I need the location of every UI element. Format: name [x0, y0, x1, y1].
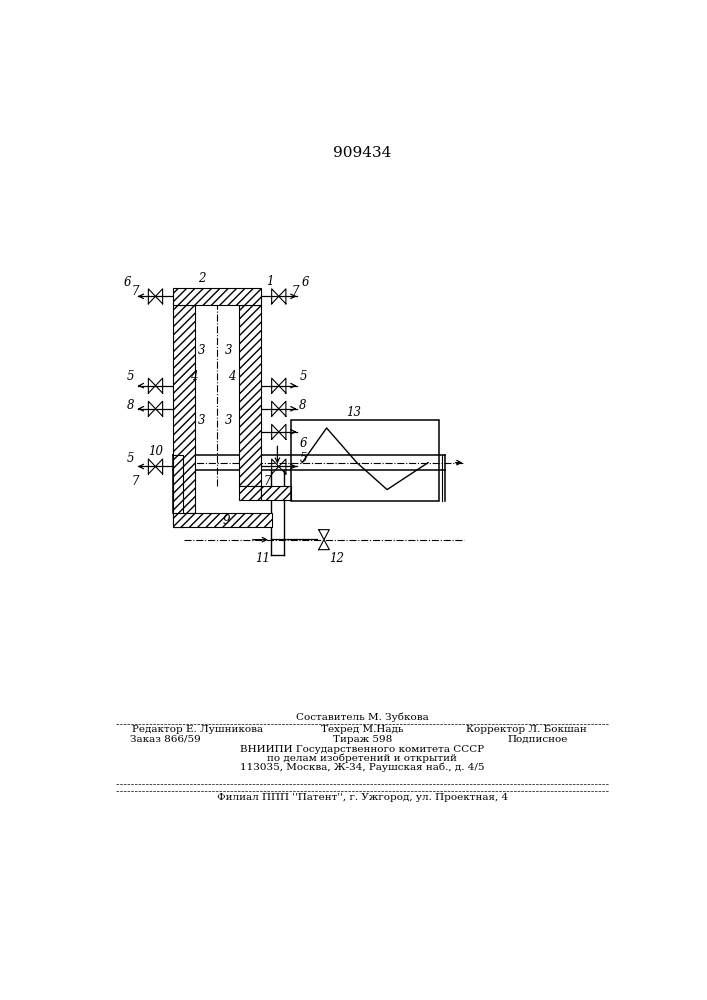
Text: 7: 7 [131, 475, 139, 488]
Text: 3: 3 [198, 414, 206, 427]
Text: 5: 5 [299, 452, 307, 465]
Text: 8: 8 [299, 399, 307, 412]
Text: по делам изобретений и открытий: по делам изобретений и открытий [267, 754, 457, 763]
Polygon shape [239, 486, 261, 500]
Text: 4: 4 [228, 370, 235, 383]
Text: 5: 5 [127, 370, 134, 383]
Text: 10: 10 [148, 445, 163, 458]
Polygon shape [173, 288, 261, 305]
Text: Редактор Е. Лушникова: Редактор Е. Лушникова [132, 725, 264, 734]
Text: 3: 3 [226, 344, 233, 358]
Text: Заказ 866/59: Заказ 866/59 [129, 735, 201, 744]
Text: Филиал ППП ''Патент'', г. Ужгород, ул. Проектная, 4: Филиал ППП ''Патент'', г. Ужгород, ул. П… [217, 793, 508, 802]
Text: 2: 2 [198, 272, 206, 285]
Text: Корректор Л. Бокшан: Корректор Л. Бокшан [467, 725, 587, 734]
Text: 7: 7 [131, 285, 139, 298]
Text: Тираж 598: Тираж 598 [333, 735, 392, 744]
Polygon shape [173, 455, 183, 527]
Text: 6: 6 [124, 276, 132, 289]
Text: 6: 6 [302, 276, 310, 289]
Text: Техред М.Надь: Техред М.Надь [321, 725, 404, 734]
Text: ВНИИПИ Государственного комитета СССР: ВНИИПИ Государственного комитета СССР [240, 745, 484, 754]
Text: Подписное: Подписное [508, 735, 568, 744]
Text: 5: 5 [127, 452, 134, 465]
Text: 7: 7 [264, 475, 271, 488]
Text: 8: 8 [127, 399, 134, 412]
Text: 7: 7 [291, 285, 298, 298]
Text: 5: 5 [299, 370, 307, 383]
Text: Составитель М. Зубкова: Составитель М. Зубкова [296, 712, 428, 722]
Text: 12: 12 [329, 552, 344, 565]
Text: 3: 3 [198, 344, 206, 358]
Text: 1: 1 [267, 275, 274, 288]
Polygon shape [173, 513, 272, 527]
Text: 3: 3 [226, 414, 233, 427]
Text: 909434: 909434 [333, 146, 392, 160]
Text: 9: 9 [223, 514, 230, 527]
Text: 11: 11 [255, 552, 271, 565]
Polygon shape [261, 486, 291, 500]
Polygon shape [239, 305, 261, 486]
Text: 113035, Москва, Ж-34, Раушская наб., д. 4/5: 113035, Москва, Ж-34, Раушская наб., д. … [240, 763, 484, 772]
Polygon shape [173, 305, 195, 513]
Text: 6: 6 [299, 437, 307, 450]
Text: 13: 13 [346, 406, 361, 419]
Text: 4: 4 [189, 370, 197, 383]
